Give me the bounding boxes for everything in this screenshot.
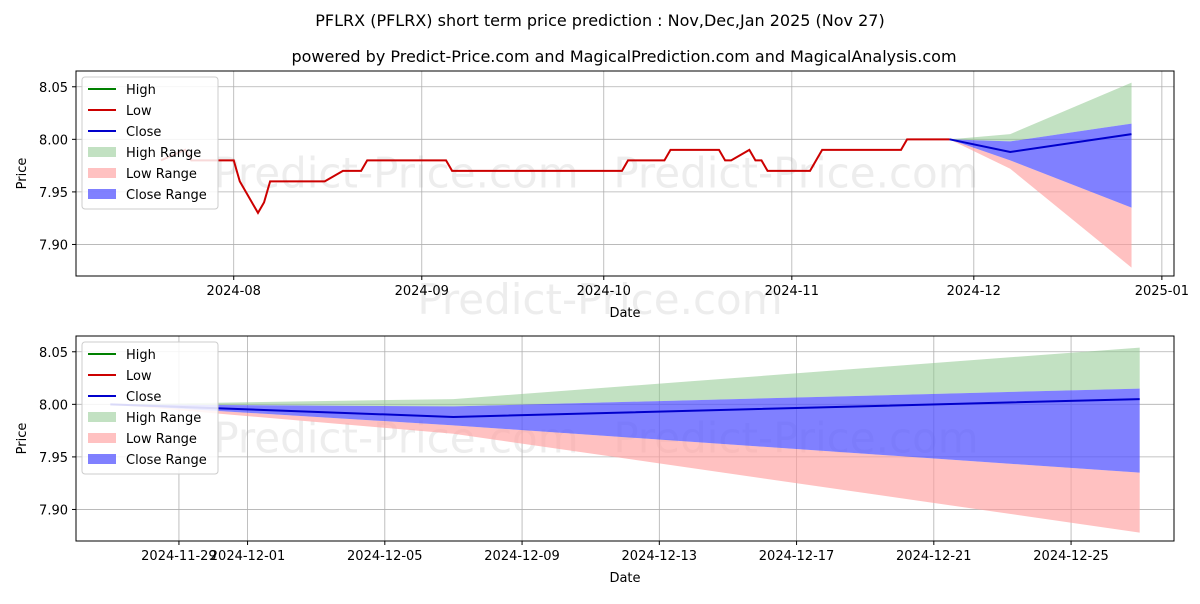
band-close-range bbox=[110, 388, 1140, 473]
watermark-right: Predict-Price.com bbox=[613, 149, 978, 198]
y-tick-label: 8.05 bbox=[39, 346, 68, 361]
watermark-middle: Predict-Price.com bbox=[417, 275, 782, 324]
legend-label: High Range bbox=[126, 146, 201, 161]
x-tick-label: 2024-12-09 bbox=[484, 549, 560, 564]
plot-area bbox=[160, 82, 1132, 268]
x-tick-label: 2024-12-13 bbox=[622, 549, 698, 564]
legend-label: Low bbox=[126, 104, 152, 119]
legend: High Low Close High Range Low Range Close Ran… bbox=[81, 76, 219, 210]
axes-frame bbox=[75, 70, 1175, 277]
y-tick-label: 8.05 bbox=[39, 81, 68, 96]
y-tick-label: 7.95 bbox=[39, 451, 68, 466]
chart-subtitle: powered by Predict-Price.com and Magical… bbox=[291, 47, 956, 66]
x-tick-label: 2024-12-21 bbox=[896, 549, 972, 564]
x-tick-label: 2024-12-17 bbox=[759, 549, 835, 564]
legend-label: Low Range bbox=[126, 167, 197, 182]
legend-swatch bbox=[88, 412, 116, 422]
legend-label: Low Range bbox=[126, 432, 197, 447]
chart-title: PFLRX (PFLRX) short term price predictio… bbox=[315, 11, 884, 30]
legend-label: Close bbox=[126, 390, 161, 405]
x-axis-label: Date bbox=[609, 571, 640, 586]
y-axis-label: Price bbox=[15, 423, 30, 455]
y-tick-label: 8.00 bbox=[39, 398, 68, 413]
band-high-range bbox=[110, 347, 1140, 407]
y-tick-label: 8.00 bbox=[39, 133, 68, 148]
legend-label: High bbox=[126, 348, 156, 363]
bottom-panel: Predict-Price.comPredict-Price.com2024-1… bbox=[15, 335, 1175, 586]
x-tick-label: 2024-12-05 bbox=[347, 549, 423, 564]
band-high-range bbox=[949, 82, 1132, 142]
y-tick-label: 7.90 bbox=[39, 503, 68, 518]
legend-label: Close bbox=[126, 125, 161, 140]
legend-swatch bbox=[88, 189, 116, 199]
x-tick-label: 2024-09 bbox=[395, 284, 449, 299]
x-tick-label: 2024-12-01 bbox=[210, 549, 286, 564]
legend-swatch bbox=[88, 433, 116, 443]
band-low-range bbox=[110, 404, 1140, 533]
y-tick-label: 7.95 bbox=[39, 186, 68, 201]
axes-frame bbox=[75, 335, 1175, 542]
band-low-range bbox=[949, 139, 1132, 268]
x-tick-label: 2024-11-29 bbox=[141, 549, 217, 564]
x-tick-label: 2025-01 bbox=[1135, 284, 1189, 299]
legend-label: Close Range bbox=[126, 188, 207, 203]
x-axis-label: Date bbox=[609, 306, 640, 321]
series-line-close bbox=[110, 398, 1140, 418]
x-tick-label: 2024-12 bbox=[947, 284, 1001, 299]
watermark-left: Predict-Price.com bbox=[213, 149, 578, 198]
legend-swatch bbox=[88, 454, 116, 464]
x-tick-label: 2024-11 bbox=[765, 284, 819, 299]
plot-area bbox=[110, 347, 1140, 533]
band-close-range bbox=[949, 123, 1132, 208]
top-panel: Predict-Price.com Predict-Price.com Predic… bbox=[15, 70, 1189, 324]
y-tick-label: 7.90 bbox=[39, 238, 68, 253]
x-tick-label: 2024-12-25 bbox=[1033, 549, 1109, 564]
legend-swatch bbox=[88, 147, 116, 157]
series-line-low bbox=[160, 138, 950, 215]
legend: High Low Close High Range Low Range Close Ran… bbox=[81, 341, 219, 475]
legend-label: High Range bbox=[126, 411, 201, 426]
legend-label: Low bbox=[126, 369, 152, 384]
legend-label: Close Range bbox=[126, 453, 207, 468]
legend-swatch bbox=[88, 168, 116, 178]
series-line-close bbox=[949, 133, 1132, 153]
x-tick-label: 2024-10 bbox=[577, 284, 631, 299]
legend-label: High bbox=[126, 83, 156, 98]
y-axis-label: Price bbox=[15, 158, 30, 190]
x-tick-label: 2024-08 bbox=[207, 284, 261, 299]
